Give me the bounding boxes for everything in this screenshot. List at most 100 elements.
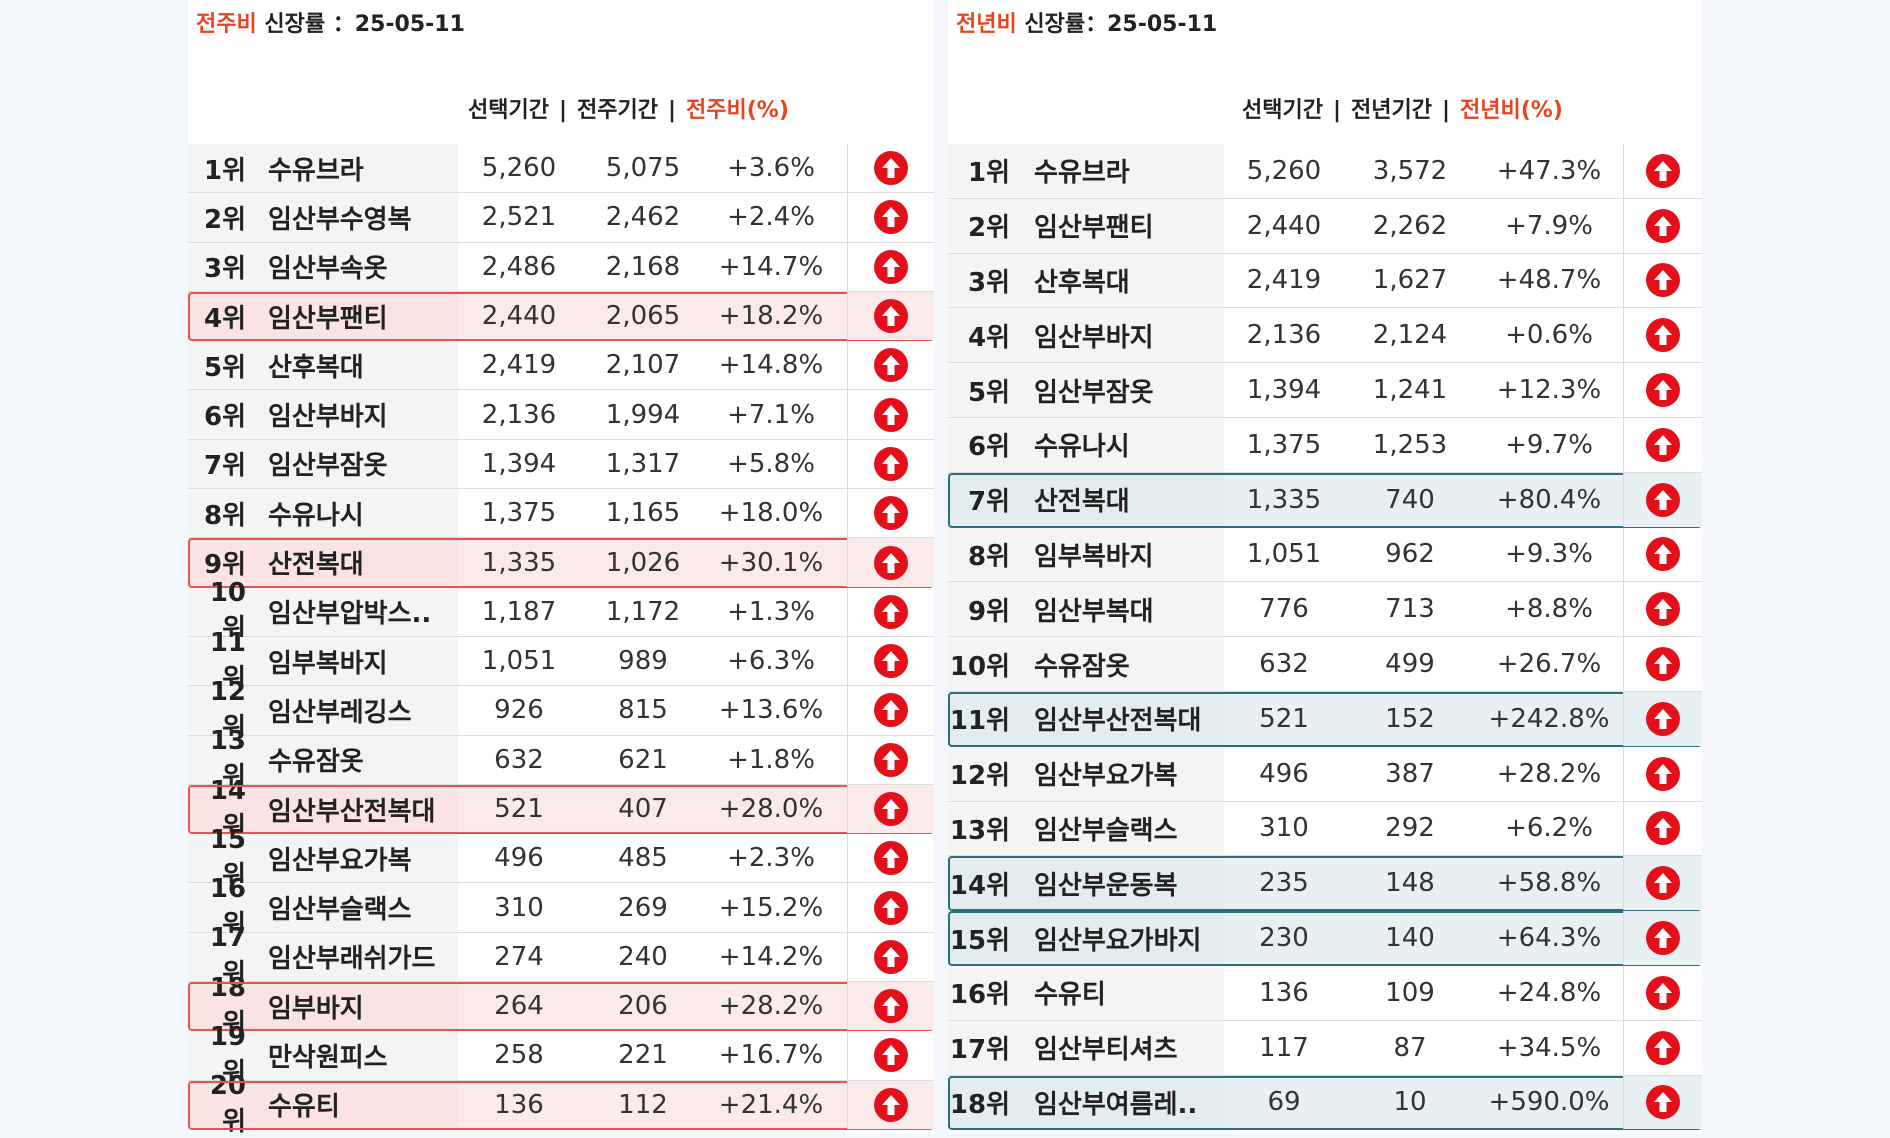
- rank-name-cell: 9위 임산부복대: [948, 582, 1224, 637]
- rank-name-cell: 7위 임산부잠옷: [188, 439, 458, 489]
- selected-period-value: 136: [494, 1089, 544, 1120]
- rank-label: 6위: [967, 432, 1010, 463]
- trend-icon-cell: [1623, 856, 1702, 911]
- table-row[interactable]: 8위 수유나시 1,375 1,165 +18.0%: [188, 489, 934, 539]
- table-row[interactable]: 4위 임산부바지 2,136 2,124 +0.6%: [948, 308, 1702, 364]
- up-arrow-circle-icon: [1646, 263, 1680, 298]
- trend-icon-cell: [847, 883, 934, 932]
- change-percent: +80.4%: [1496, 484, 1602, 515]
- yearly-title-accent: 전년비: [956, 12, 1017, 37]
- table-row[interactable]: 10위 수유잠옷 632 499 +26.7%: [948, 637, 1702, 692]
- table-row[interactable]: 15위 임산부요가복 496 485 +2.3%: [188, 825, 934, 891]
- table-row[interactable]: 5위 산후복대 2,419 2,107 +14.8%: [188, 341, 934, 391]
- up-arrow-circle-icon: [1646, 921, 1680, 956]
- prior-period-value: 240: [618, 941, 668, 972]
- product-name: 수유브라: [268, 155, 364, 186]
- up-arrow-circle-icon: [874, 348, 908, 383]
- selected-period-value: 1,375: [1246, 429, 1322, 460]
- table-row[interactable]: 2위 임산부수영복 2,521 2,462 +2.4%: [188, 193, 934, 243]
- trend-icon-cell: [1623, 801, 1702, 856]
- table-row[interactable]: 18위 임산부여름레.. 69 10 +590.0%: [948, 1075, 1702, 1131]
- selected-period-value: 2,136: [1246, 320, 1322, 351]
- change-percent: +21.4%: [718, 1089, 824, 1120]
- product-name: 수유티: [268, 1092, 340, 1123]
- table-row[interactable]: 8위 임부복바지 1,051 962 +9.3%: [948, 527, 1702, 583]
- table-row[interactable]: 6위 수유나시 1,375 1,253 +9.7%: [948, 417, 1702, 473]
- table-row[interactable]: 13위 수유잠옷 632 621 +1.8%: [188, 726, 934, 792]
- selected-period-value: 1,187: [481, 596, 557, 627]
- table-row[interactable]: 10위 임산부압박스.. 1,187 1,172 +1.3%: [188, 578, 934, 644]
- table-row[interactable]: 18위 임부바지 264 206 +28.2%: [188, 973, 934, 1039]
- weekly-ranking-table: 1위 수유브라 5,260 5,075 +3.6% 2위 임산부수영복 2,521 2,462 +…: [188, 144, 934, 1137]
- up-arrow-circle-icon: [1646, 208, 1680, 243]
- prior-period-value: 387: [1385, 758, 1435, 789]
- rank-name-cell: 16위 임산부슬랙스: [188, 874, 458, 940]
- header-prior-year: 전년기간: [1351, 98, 1432, 123]
- up-arrow-circle-icon: [874, 939, 908, 974]
- rank-label: 15위: [209, 824, 246, 891]
- table-row[interactable]: 12위 임산부요가복 496 387 +28.2%: [948, 746, 1702, 802]
- product-name: 산후복대: [268, 352, 364, 383]
- table-row[interactable]: 17위 임산부티셔츠 117 87 +34.5%: [948, 1020, 1702, 1076]
- table-row[interactable]: 2위 임산부팬티 2,440 2,262 +7.9%: [948, 198, 1702, 254]
- table-row[interactable]: 9위 산전복대 1,335 1,026 +30.1%: [188, 538, 934, 588]
- table-row[interactable]: 7위 산전복대 1,335 740 +80.4%: [948, 472, 1702, 528]
- table-row[interactable]: 20위 수유티 136 112 +21.4%: [188, 1071, 934, 1137]
- table-row[interactable]: 3위 산후복대 2,419 1,627 +48.7%: [948, 253, 1702, 309]
- prior-period-value: 2,168: [605, 251, 681, 282]
- product-name: 임산부압박스..: [268, 599, 432, 630]
- table-row[interactable]: 5위 임산부잠옷 1,394 1,241 +12.3%: [948, 363, 1702, 418]
- table-row[interactable]: 11위 임부복바지 1,051 989 +6.3%: [188, 628, 934, 694]
- table-row[interactable]: 13위 임산부슬랙스 310 292 +6.2%: [948, 801, 1702, 857]
- selected-period-value: 230: [1259, 923, 1309, 954]
- up-arrow-circle-icon: [874, 200, 908, 235]
- rank-label: 16위: [949, 980, 1010, 1011]
- table-row[interactable]: 15위 임산부요가바지 230 140 +64.3%: [948, 911, 1702, 966]
- table-row[interactable]: 6위 임산부바지 2,136 1,994 +7.1%: [188, 390, 934, 440]
- selected-period-value: 69: [1267, 1087, 1301, 1118]
- trend-icon-cell: [847, 784, 934, 834]
- prior-period-value: 989: [618, 646, 668, 677]
- selected-period-value: 2,136: [481, 399, 557, 430]
- table-row[interactable]: 12위 임산부레깅스 926 815 +13.6%: [188, 677, 934, 743]
- table-row[interactable]: 4위 임산부팬티 2,440 2,065 +18.2%: [188, 291, 934, 342]
- rank-name-cell: 4위 임산부바지: [948, 308, 1224, 363]
- weekly-title-accent: 전주비: [196, 12, 257, 37]
- table-row[interactable]: 14위 임산부운동복 235 148 +58.8%: [948, 856, 1702, 912]
- product-name: 임산부팬티: [1034, 213, 1154, 244]
- prior-period-value: 2,262: [1372, 210, 1448, 241]
- rank-label: 9위: [967, 596, 1010, 627]
- change-percent: +12.3%: [1496, 375, 1602, 406]
- table-row[interactable]: 7위 임산부잠옷 1,394 1,317 +5.8%: [188, 439, 934, 490]
- rank-label: 18위: [949, 1089, 1010, 1120]
- rank-name-cell: 10위 임산부압박스..: [188, 578, 458, 644]
- prior-period-value: 1,165: [605, 498, 681, 529]
- prior-period-value: 713: [1385, 594, 1435, 625]
- table-row[interactable]: 1위 수유브라 5,260 5,075 +3.6%: [188, 144, 934, 194]
- product-name: 임산부잠옷: [1034, 377, 1154, 408]
- change-percent: +15.2%: [718, 892, 824, 923]
- up-arrow-circle-icon: [874, 890, 908, 925]
- table-row[interactable]: 16위 수유티 136 109 +24.8%: [948, 965, 1702, 1021]
- trend-icon-cell: [847, 193, 934, 242]
- table-row[interactable]: 14위 임산부산전복대 521 407 +28.0%: [188, 776, 934, 842]
- rank-label: 16위: [209, 874, 246, 941]
- selected-period-value: 136: [1259, 977, 1309, 1008]
- product-name: 임산부속옷: [268, 254, 388, 285]
- table-row[interactable]: 1위 수유브라 5,260 3,572 +47.3%: [948, 144, 1702, 199]
- up-arrow-circle-icon: [874, 1087, 908, 1122]
- table-row[interactable]: 16위 임산부슬랙스 310 269 +15.2%: [188, 874, 934, 940]
- rank-name-cell: 14위 임산부산전복대: [188, 776, 458, 842]
- table-row[interactable]: 9위 임산부복대 776 713 +8.8%: [948, 582, 1702, 638]
- table-row[interactable]: 19위 만삭원피스 258 221 +16.7%: [188, 1022, 934, 1088]
- trend-icon-cell: [847, 242, 934, 291]
- header-selected-period: 선택기간: [468, 98, 549, 123]
- table-row[interactable]: 11위 임산부산전복대 521 152 +242.8%: [948, 691, 1702, 747]
- table-row[interactable]: 3위 임산부속옷 2,486 2,168 +14.7%: [188, 242, 934, 292]
- up-arrow-circle-icon: [874, 742, 908, 777]
- table-row[interactable]: 17위 임산부래쉬가드 274 240 +14.2%: [188, 923, 934, 989]
- selected-period-value: 310: [1259, 813, 1309, 844]
- selected-period-value: 1,394: [1246, 375, 1322, 406]
- prior-period-value: 2,462: [605, 202, 681, 233]
- up-arrow-circle-icon: [1646, 701, 1680, 736]
